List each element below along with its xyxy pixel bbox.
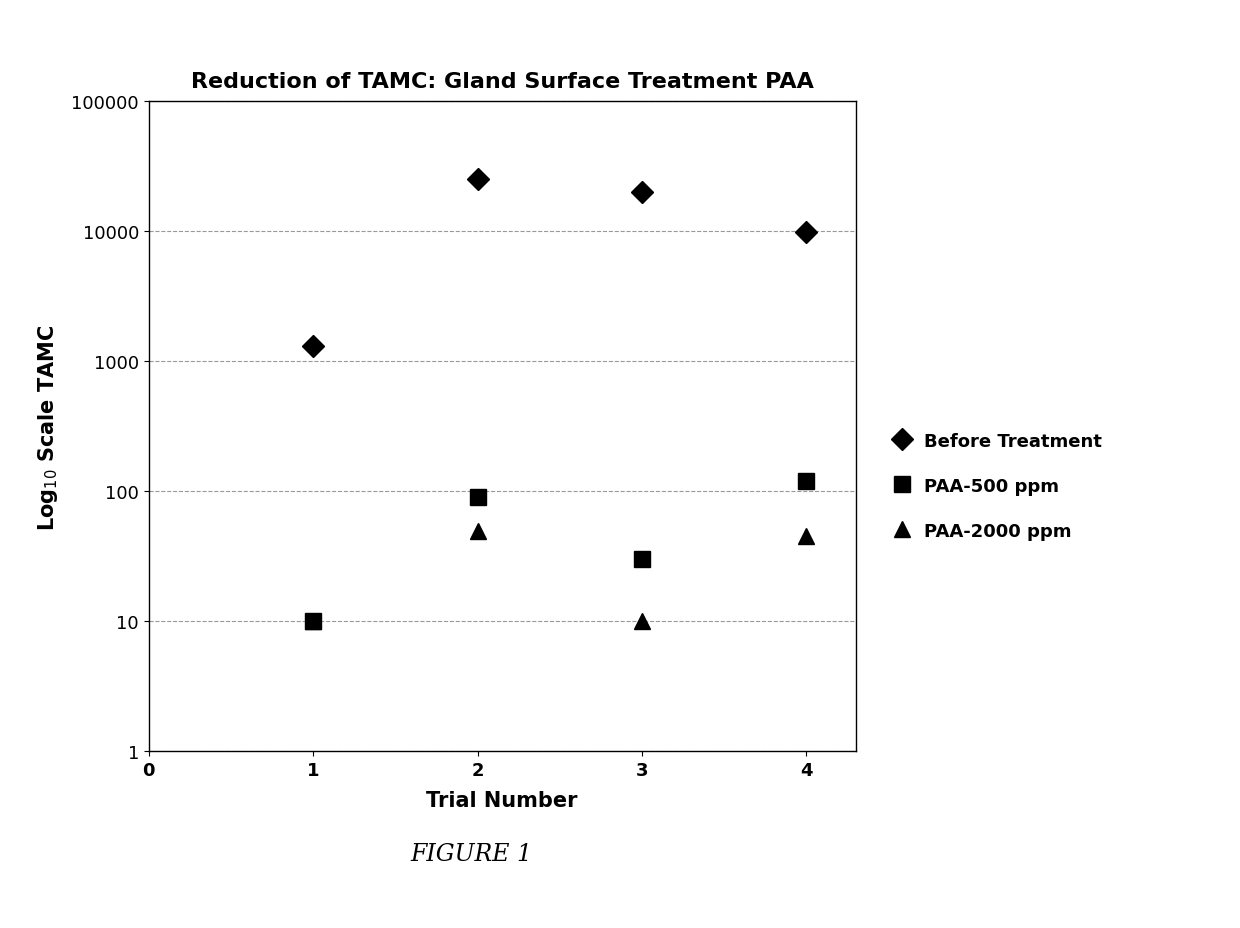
PAA-500 ppm (470, 492, 485, 503)
Text: FIGURE 1: FIGURE 1 (410, 843, 532, 865)
Before Treatment (306, 342, 321, 353)
Legend: Before Treatment, PAA-500 ppm, PAA-2000 ppm: Before Treatment, PAA-500 ppm, PAA-2000 … (885, 423, 1111, 549)
Y-axis label: Log$_{10}$ Scale TAMC: Log$_{10}$ Scale TAMC (36, 324, 61, 530)
PAA-500 ppm (635, 554, 650, 565)
Line: Before Treatment: Before Treatment (305, 173, 813, 354)
X-axis label: Trial Number: Trial Number (427, 791, 578, 810)
Before Treatment (635, 187, 650, 199)
Line: PAA-2000 ppm: PAA-2000 ppm (305, 523, 813, 629)
PAA-500 ppm (799, 476, 813, 487)
PAA-2000 ppm (799, 532, 813, 543)
Before Treatment (470, 174, 485, 186)
PAA-500 ppm (306, 616, 321, 627)
Title: Reduction of TAMC: Gland Surface Treatment PAA: Reduction of TAMC: Gland Surface Treatme… (191, 72, 813, 92)
PAA-2000 ppm (306, 616, 321, 627)
PAA-2000 ppm (470, 525, 485, 536)
Line: PAA-500 ppm: PAA-500 ppm (305, 474, 813, 629)
Before Treatment (799, 227, 813, 238)
PAA-2000 ppm (635, 616, 650, 627)
